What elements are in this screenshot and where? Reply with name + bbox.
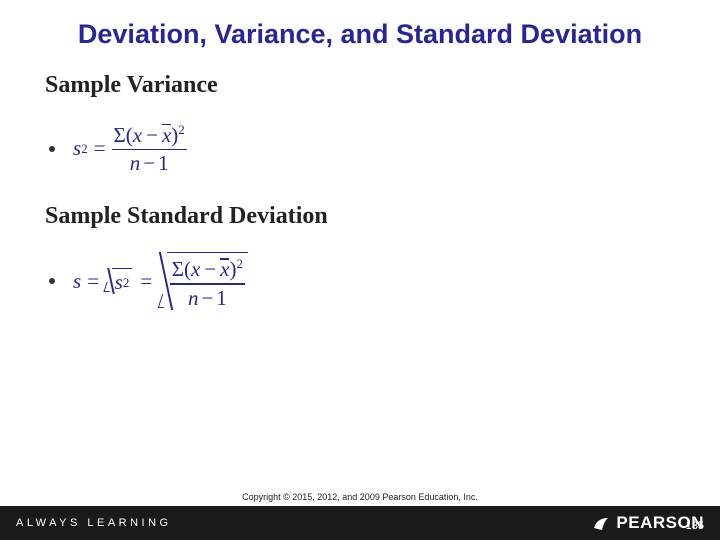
- x-bar-2: x: [220, 257, 229, 282]
- lparen-2: (: [184, 257, 191, 281]
- x-bar: x: [162, 123, 171, 148]
- bullet-icon: [49, 278, 55, 284]
- footer-bar: ALWAYS LEARNING PEARSON: [0, 506, 720, 540]
- sqrt-small: s2: [105, 268, 132, 294]
- exp-2-num: 2: [178, 122, 185, 137]
- equals-sign: =: [94, 136, 106, 161]
- minus-sign-2: −: [204, 257, 216, 281]
- one-2: 1: [216, 286, 227, 310]
- numerator: Σ(x−x)2: [112, 121, 187, 149]
- copyright-text: Copyright © 2015, 2012, and 2009 Pearson…: [0, 492, 720, 502]
- slide-title: Deviation, Variance, and Standard Deviat…: [0, 0, 720, 62]
- var-s: s: [73, 269, 81, 294]
- exp-2-num-2: 2: [236, 256, 243, 271]
- equals-sign-1: =: [87, 269, 99, 294]
- var-s-inner: s: [115, 270, 123, 295]
- formula-sample-variance: s2 = Σ(x−x)2 n−1: [73, 121, 187, 177]
- equals-sign-2: =: [140, 269, 152, 294]
- denominator-2: n−1: [186, 285, 229, 312]
- bullet-item-stddev: s = s2 = Σ(x−x)2: [45, 252, 675, 310]
- bullet-icon: [49, 146, 55, 152]
- denominator: n−1: [128, 150, 171, 177]
- sqrt-large: Σ(x−x)2 n−1: [160, 252, 248, 310]
- var-s: s: [73, 136, 81, 161]
- always-learning-text: ALWAYS LEARNING: [16, 517, 172, 529]
- var-n: n: [130, 151, 141, 175]
- page-number: 135: [686, 520, 704, 532]
- one: 1: [158, 151, 169, 175]
- minus-sign-den: −: [143, 151, 155, 175]
- exp-2-inner: 2: [123, 275, 130, 291]
- exp-2: 2: [81, 141, 88, 157]
- sigma-symbol: Σ: [114, 123, 126, 147]
- minus-sign-den-2: −: [201, 286, 213, 310]
- var-x: x: [133, 123, 142, 147]
- var-x-2: x: [191, 257, 200, 281]
- section-heading-variance: Sample Variance: [45, 72, 675, 99]
- minus-sign: −: [146, 123, 158, 147]
- lparen: (: [126, 123, 133, 147]
- formula-sample-stddev: s = s2 = Σ(x−x)2: [73, 252, 248, 310]
- section-heading-stddev: Sample Standard Deviation: [45, 203, 675, 230]
- fraction-2: Σ(x−x)2 n−1: [170, 255, 245, 311]
- sigma-symbol-2: Σ: [172, 257, 184, 281]
- pearson-swoosh-icon: [592, 514, 610, 532]
- content-area: Sample Variance s2 = Σ(x−x)2 n−1 Sample …: [0, 62, 720, 310]
- numerator-2: Σ(x−x)2: [170, 255, 245, 283]
- bullet-item-variance: s2 = Σ(x−x)2 n−1: [45, 121, 675, 177]
- var-n-2: n: [188, 286, 199, 310]
- fraction: Σ(x−x)2 n−1: [112, 121, 187, 177]
